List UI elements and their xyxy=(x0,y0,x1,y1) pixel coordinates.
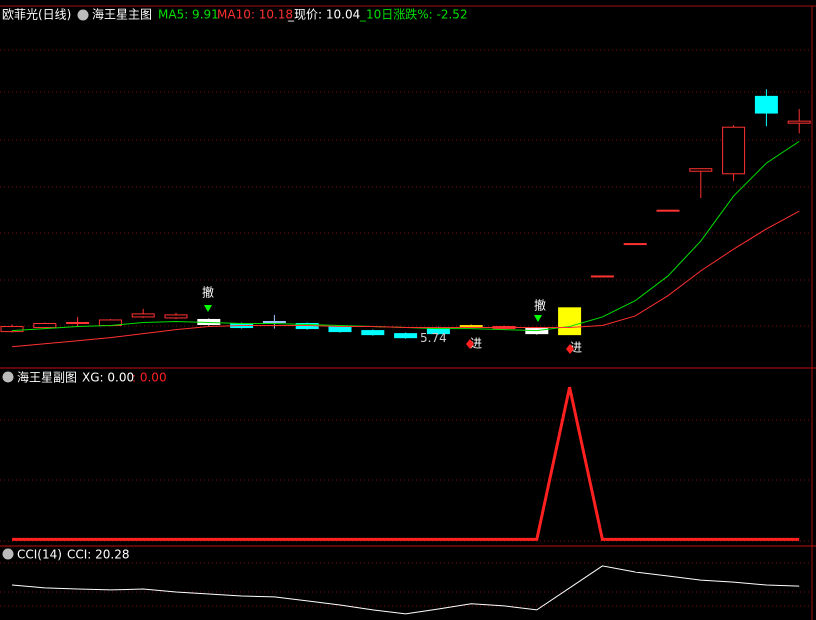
ma10-label: MA10: 10.18 xyxy=(217,8,293,22)
candle-body xyxy=(558,307,582,336)
legend-entry: XG: 0.00 xyxy=(82,371,134,385)
menu-icon[interactable] xyxy=(77,9,89,21)
candle-body xyxy=(131,313,155,318)
candle-body xyxy=(656,209,680,212)
candle-body xyxy=(328,326,352,333)
candle-body xyxy=(0,326,24,333)
candle-body xyxy=(459,325,483,328)
value-label: : 0.00 xyxy=(132,371,167,385)
legend-entry: CCI: 20.28 xyxy=(67,548,130,562)
menu-icon[interactable] xyxy=(2,548,14,560)
candle-body xyxy=(164,314,188,319)
menu-icon[interactable] xyxy=(2,371,14,383)
signal-arrow xyxy=(204,305,212,312)
candle-body xyxy=(590,275,614,278)
line xyxy=(11,565,800,615)
panel-title: CCI(14) xyxy=(17,548,62,562)
candle-body xyxy=(787,120,811,124)
candle-body xyxy=(623,243,647,246)
panel-title: 海王星副图 xyxy=(17,370,77,385)
candle-body xyxy=(689,168,713,172)
stock-name: 欧菲光(日线) xyxy=(2,8,71,22)
candle-body xyxy=(66,321,90,324)
candle-body xyxy=(722,126,746,175)
signal-arrow xyxy=(534,315,542,322)
signal-label: 撤 xyxy=(534,298,546,313)
signal-label: 进 xyxy=(570,341,582,355)
candle-body xyxy=(525,328,549,335)
line xyxy=(12,386,800,541)
candle-body xyxy=(754,95,778,114)
indicator-name: 海王星主图 xyxy=(92,7,152,22)
signal-marker xyxy=(466,339,474,349)
signal-marker xyxy=(566,344,574,354)
ma5-label: MA5: 9.91 xyxy=(158,8,219,22)
change-label: _10日涨跌%: -2.52 xyxy=(359,7,468,22)
candle-body xyxy=(262,320,286,323)
candle-body xyxy=(361,330,385,336)
low-label: 5.74 xyxy=(420,331,447,345)
signal-label: 进 xyxy=(470,337,482,351)
price-label: _现价: 10.04 xyxy=(287,8,360,22)
candle-body xyxy=(394,333,418,339)
candle-body xyxy=(33,323,57,329)
line xyxy=(11,210,800,348)
signal-label: 撤 xyxy=(202,285,214,300)
